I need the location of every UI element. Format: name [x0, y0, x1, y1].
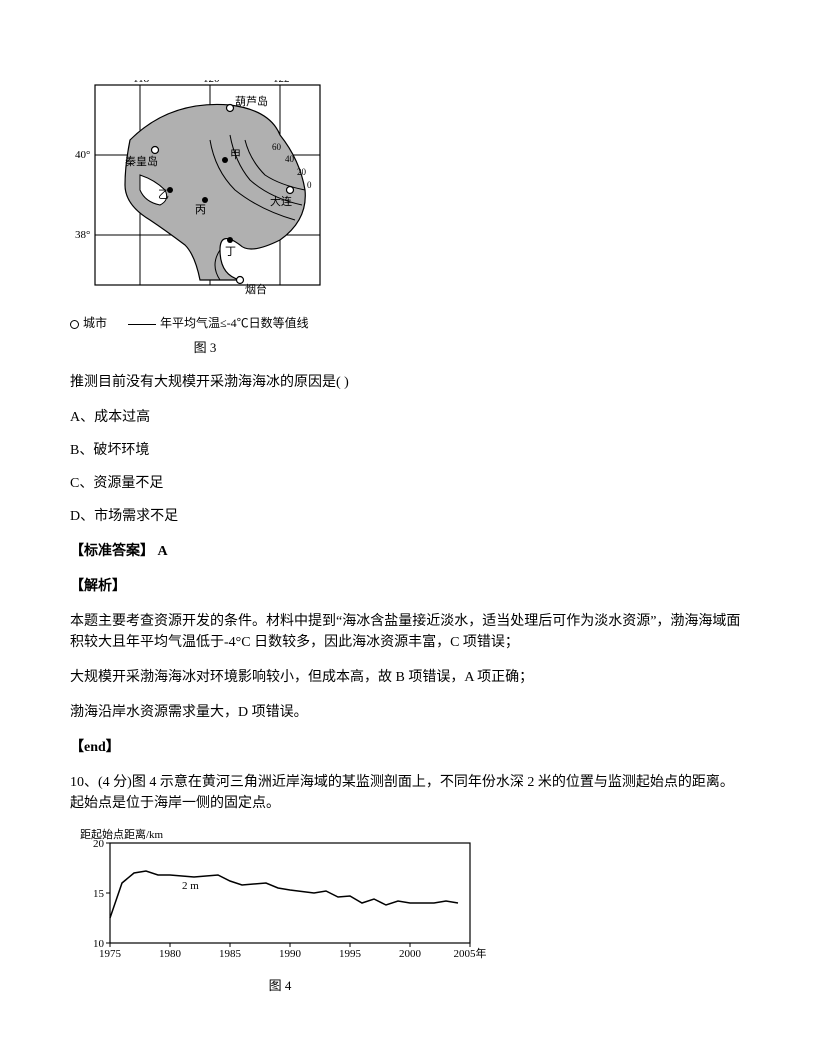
svg-text:乙: 乙	[158, 188, 169, 201]
city-marker-icon	[70, 320, 79, 329]
question-stem: 推测目前没有大规模开采渤海海冰的原因是( )	[70, 372, 746, 393]
svg-text:20: 20	[93, 838, 105, 850]
legend-city: 城市	[83, 316, 107, 330]
figure-3: 118° 120° 122° 40° 38° 葫芦岛 秦皇岛 大连 烟台 甲 乙…	[70, 80, 746, 358]
svg-text:0: 0	[307, 180, 312, 190]
analysis-p2: 大规模开采渤海海冰对环境影响较小，但成本高，故 B 项错误，A 项正确；	[70, 667, 746, 688]
legend-contour: 年平均气温≤-4℃日数等值线	[160, 316, 309, 330]
analysis-p1: 本题主要考查资源开发的条件。材料中提到“海冰含盐量接近淡水，适当处理后可作为淡水…	[70, 611, 746, 653]
svg-text:40°: 40°	[75, 149, 90, 161]
svg-text:118°: 118°	[133, 80, 154, 85]
svg-text:大连: 大连	[270, 194, 292, 208]
map-legend: 城市 年平均气温≤-4℃日数等值线	[70, 314, 746, 332]
svg-text:120°: 120°	[203, 80, 224, 85]
svg-text:38°: 38°	[75, 229, 90, 241]
end-label: 【end】	[70, 737, 746, 758]
svg-text:15: 15	[93, 888, 105, 900]
svg-text:40: 40	[285, 154, 295, 164]
svg-text:20: 20	[297, 167, 307, 177]
svg-text:122°: 122°	[273, 80, 294, 85]
option-c: C、资源量不足	[70, 473, 746, 494]
svg-text:丁: 丁	[225, 246, 236, 258]
svg-text:1985: 1985	[219, 948, 242, 960]
svg-text:丙: 丙	[195, 204, 206, 216]
figure-3-caption: 图 3	[70, 338, 340, 358]
option-b: B、破坏环境	[70, 440, 746, 461]
svg-text:1995: 1995	[339, 948, 362, 960]
svg-text:60: 60	[272, 142, 282, 152]
svg-text:葫芦岛: 葫芦岛	[235, 94, 268, 108]
option-a: A、成本过高	[70, 407, 746, 428]
svg-text:烟台: 烟台	[245, 282, 267, 296]
figure-4-chart: 距起始点距离/km 101520 19751980198519901995200…	[70, 828, 490, 968]
option-d: D、市场需求不足	[70, 506, 746, 527]
svg-text:1990: 1990	[279, 948, 302, 960]
svg-text:2000: 2000	[399, 948, 422, 960]
analysis-p3: 渤海沿岸水资源需求量大，D 项错误。	[70, 702, 746, 723]
series-label: 2 m	[182, 880, 199, 892]
analysis-label: 【解析】	[70, 576, 746, 597]
svg-text:甲: 甲	[230, 149, 241, 161]
svg-text:2005年: 2005年	[454, 946, 487, 960]
answer-label: 【标准答案】 A	[70, 541, 746, 562]
svg-text:1980: 1980	[159, 948, 182, 960]
svg-text:1975: 1975	[99, 948, 122, 960]
question-10-text: 10、(4 分)图 4 示意在黄河三角洲近岸海域的某监测剖面上，不同年份水深 2…	[70, 772, 746, 814]
figure-4-caption: 图 4	[70, 976, 490, 996]
svg-text:秦皇岛: 秦皇岛	[125, 154, 158, 168]
contour-line-icon	[128, 324, 156, 325]
map-svg: 118° 120° 122° 40° 38° 葫芦岛 秦皇岛 大连 烟台 甲 乙…	[70, 80, 340, 310]
